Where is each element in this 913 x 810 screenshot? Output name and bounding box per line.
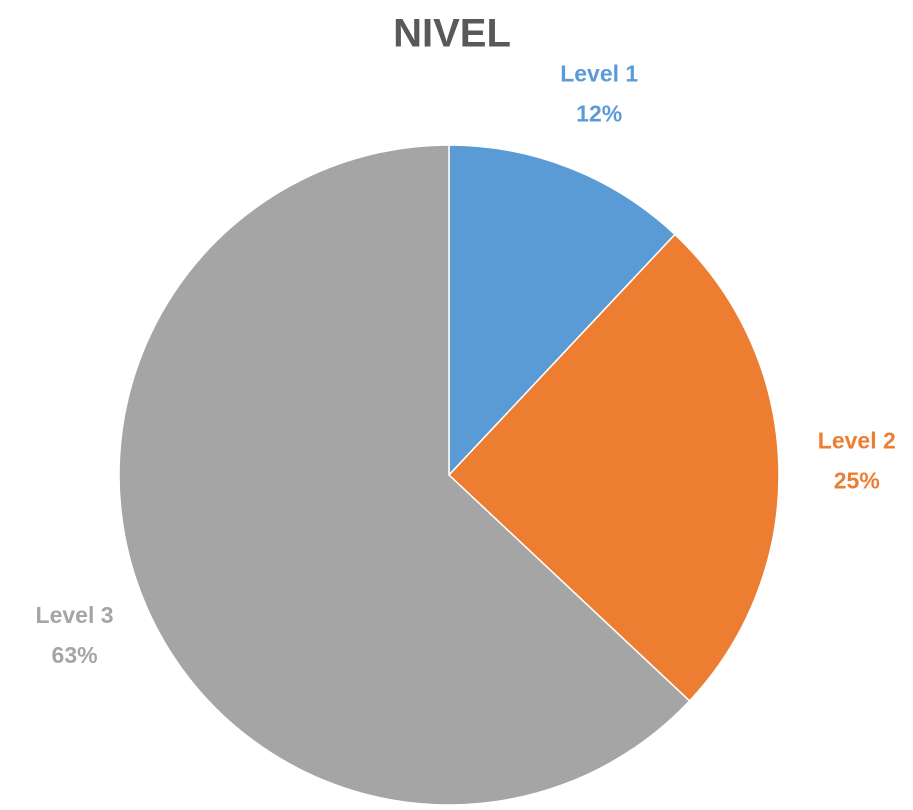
chart-title: NIVEL <box>393 12 511 56</box>
pie-slice <box>448 144 676 477</box>
pie-slice <box>447 233 780 702</box>
slice-value-label: 12% <box>576 101 622 127</box>
slice-label: Level 2 <box>818 427 896 453</box>
slice-value-label: 25% <box>834 467 880 493</box>
pie-slice <box>118 144 691 806</box>
slice-value-label: 63% <box>52 642 98 668</box>
slice-label: Level 1 <box>560 61 638 87</box>
slice-label: Level 3 <box>36 602 114 628</box>
